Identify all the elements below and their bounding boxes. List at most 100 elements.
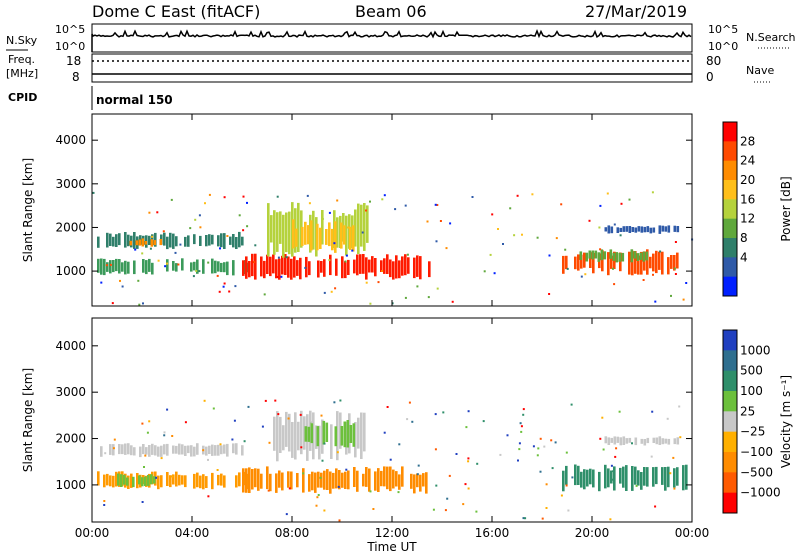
- data-cell: [646, 437, 650, 444]
- data-cell: [322, 420, 326, 445]
- data-cell: [334, 221, 337, 253]
- data-cell: [537, 447, 540, 450]
- data-cell: [536, 236, 539, 239]
- data-cell: [223, 262, 226, 273]
- data-cell: [238, 472, 241, 487]
- data-cell: [611, 478, 614, 481]
- data-cell: [637, 255, 640, 275]
- data-cell: [112, 447, 115, 450]
- data-cell: [192, 275, 195, 278]
- data-cell: [124, 443, 127, 455]
- data-cell: [343, 225, 346, 245]
- data-cell: [266, 254, 269, 274]
- data-cell: [649, 256, 652, 269]
- data-cell: [398, 443, 401, 446]
- y-tick-label: 2000: [55, 220, 86, 234]
- data-cell: [317, 494, 320, 496]
- data-cell: [294, 412, 297, 460]
- data-cell: [169, 475, 172, 488]
- data-cell: [216, 469, 219, 471]
- data-cell: [634, 437, 638, 446]
- data-cell: [416, 473, 419, 488]
- data-cell: [141, 477, 144, 487]
- data-cell: [150, 239, 154, 247]
- data-cell: [311, 471, 314, 491]
- data-cell: [520, 430, 523, 433]
- data-cell: [637, 470, 640, 486]
- data-cell: [139, 446, 142, 458]
- data-cell: [550, 439, 553, 442]
- data-cell: [619, 467, 622, 484]
- y-tick-label: 1000: [55, 264, 86, 278]
- colorbar-segment: [723, 330, 737, 351]
- data-cell: [328, 259, 331, 262]
- data-cell: [159, 239, 163, 246]
- data-cell: [162, 230, 165, 233]
- data-cell: [148, 420, 151, 423]
- colorbar-tick-label: 24: [740, 154, 755, 168]
- data-cell: [301, 226, 304, 246]
- data-cell: [181, 475, 184, 485]
- data-cell: [115, 471, 118, 487]
- data-cell: [356, 470, 359, 492]
- data-cell: [312, 412, 315, 460]
- data-cell: [220, 445, 223, 455]
- data-cell: [462, 503, 465, 506]
- data-cell: [599, 204, 602, 207]
- data-cell: [193, 473, 196, 489]
- data-cell: [673, 438, 677, 445]
- data-cell: [251, 253, 254, 277]
- data-cell: [658, 436, 662, 445]
- data-cell: [104, 452, 107, 455]
- data-cell: [184, 475, 187, 488]
- data-cell: [119, 279, 121, 282]
- colorbar-segment: [723, 431, 737, 453]
- data-cell: [238, 214, 241, 217]
- data-cell: [316, 223, 319, 251]
- data-cell: [254, 253, 257, 280]
- data-cell: [288, 413, 291, 452]
- data-cell: [296, 473, 299, 488]
- data-cell: [491, 213, 494, 216]
- data-cell: [531, 193, 534, 196]
- cpid-label: CPID: [8, 91, 37, 104]
- data-cell: [148, 258, 151, 272]
- data-cell: [628, 226, 632, 233]
- data-cell: [451, 300, 454, 303]
- data-cell: [467, 410, 470, 413]
- colorbar-segment: [723, 218, 737, 239]
- data-cell: [661, 438, 665, 445]
- data-cell: [655, 466, 658, 485]
- data-cell: [166, 259, 169, 272]
- data-cell: [365, 257, 368, 280]
- data-cell: [636, 253, 640, 261]
- data-cell: [597, 252, 601, 262]
- data-cell: [172, 445, 175, 454]
- data-cell: [141, 501, 144, 503]
- data-cell: [434, 448, 437, 451]
- data-cell: [306, 194, 309, 197]
- data-cell: [603, 251, 607, 260]
- data-cell: [332, 472, 335, 489]
- colorbar-tick-label: 28: [740, 134, 755, 148]
- data-cell: [181, 444, 184, 455]
- data-cell: [386, 406, 389, 408]
- data-cell: [613, 466, 616, 491]
- data-cell: [584, 273, 587, 276]
- data-cell: [435, 484, 438, 487]
- data-cell: [323, 470, 326, 490]
- y-axis-label: Slant Range [km]: [21, 158, 35, 262]
- plot-frame: [91, 317, 693, 523]
- data-cell: [353, 259, 356, 274]
- data-cell: [187, 445, 190, 454]
- data-cell: [621, 252, 625, 262]
- data-cell: [391, 302, 394, 305]
- data-cell: [347, 470, 350, 490]
- data-cell: [198, 214, 201, 217]
- data-cell: [175, 263, 178, 272]
- data-cell: [263, 260, 266, 279]
- data-cell: [287, 256, 290, 278]
- data-cell: [211, 444, 214, 456]
- data-cell: [506, 434, 509, 437]
- data-cell: [685, 282, 688, 284]
